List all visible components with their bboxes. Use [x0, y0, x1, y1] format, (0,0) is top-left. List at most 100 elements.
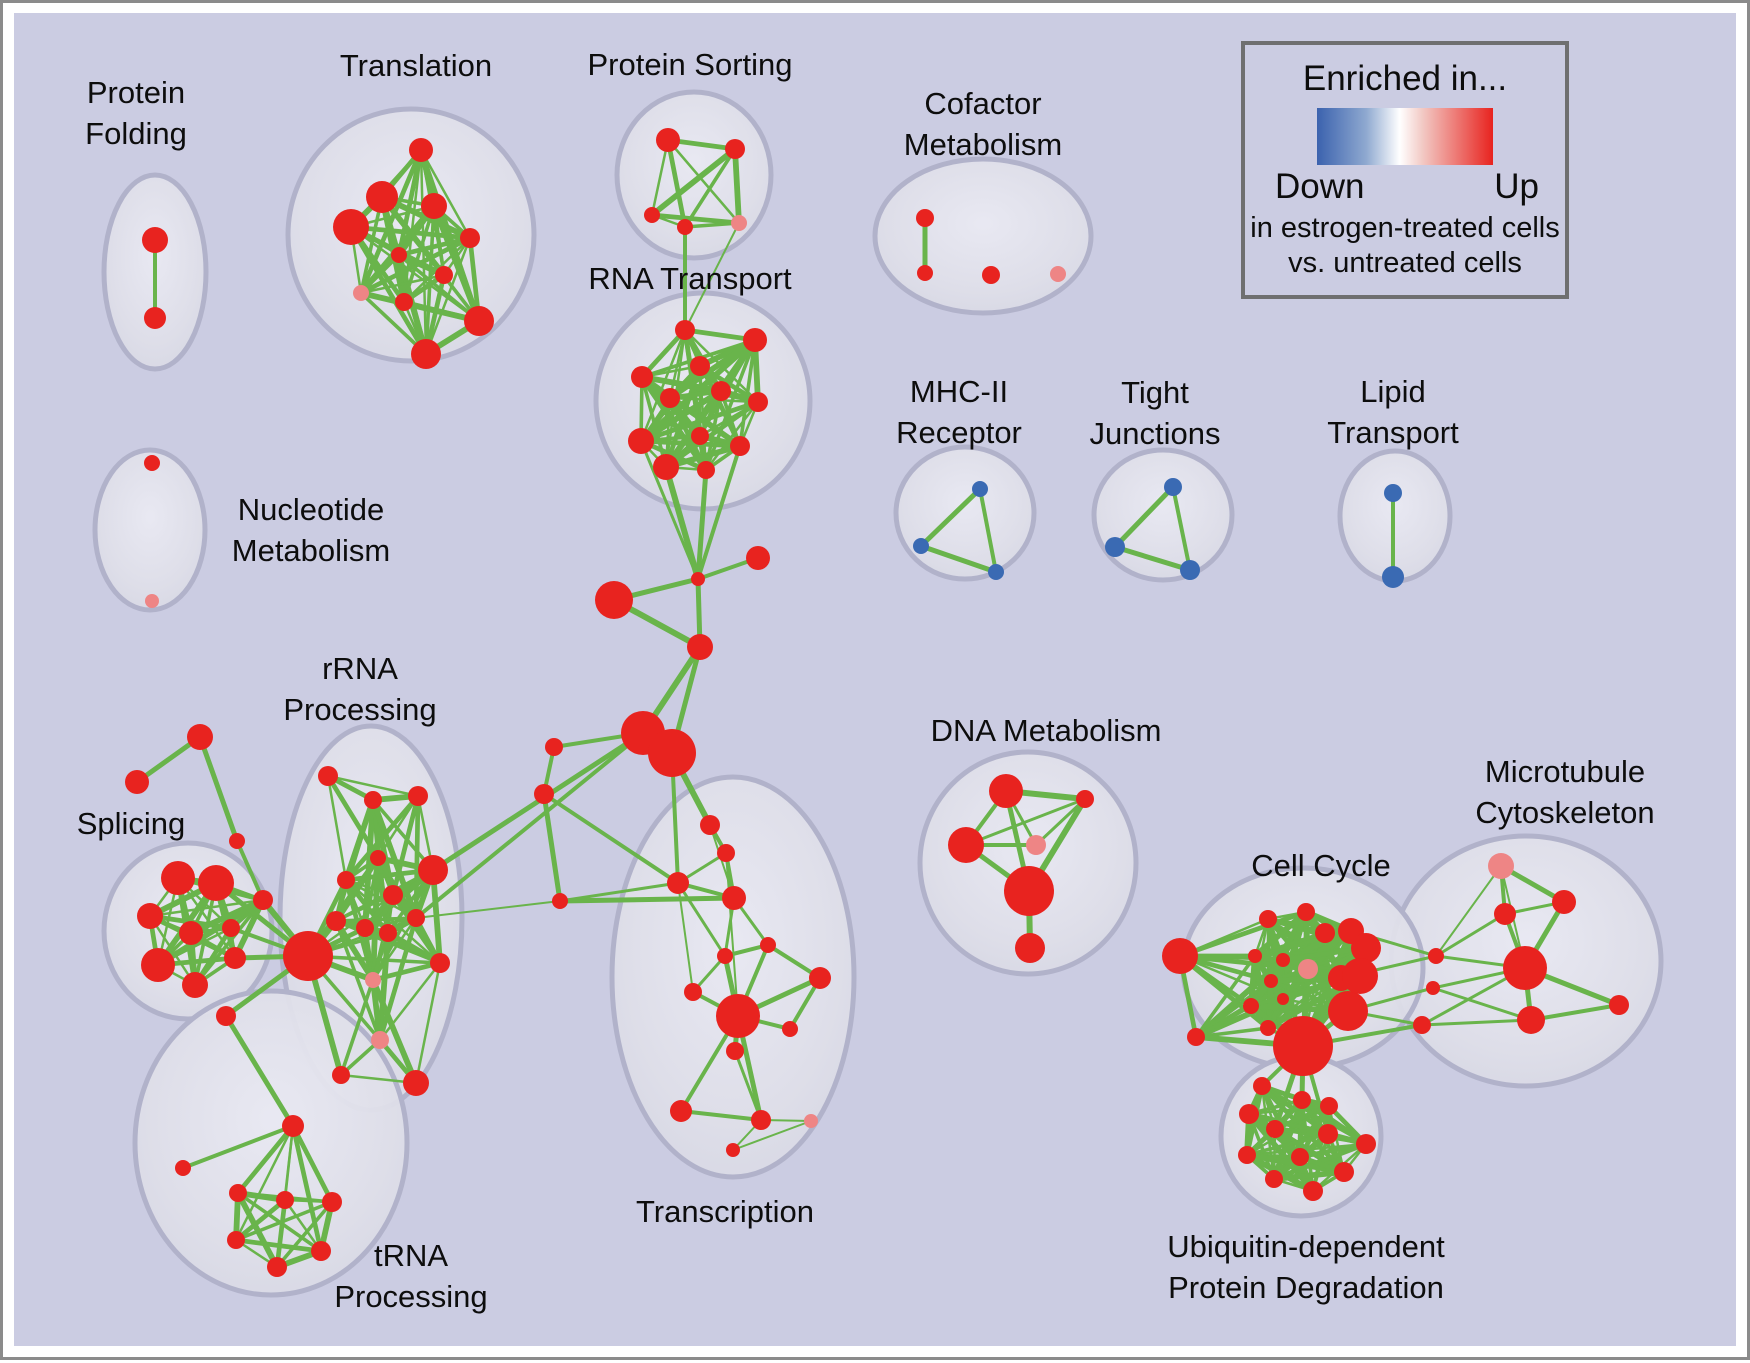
node-translation-9[interactable] — [464, 306, 494, 336]
node-bridge-7[interactable] — [534, 784, 554, 804]
node-rrna-8[interactable] — [356, 919, 374, 937]
node-ps-3[interactable] — [677, 219, 693, 235]
node-trna-5[interactable] — [311, 1241, 331, 1261]
node-tj-0[interactable] — [1164, 478, 1182, 496]
node-translation-2[interactable] — [333, 209, 369, 245]
node-rnat-1[interactable] — [743, 328, 767, 352]
node-splicing-5[interactable] — [253, 890, 273, 910]
node-dna-5[interactable] — [1015, 933, 1045, 963]
node-bridge-6[interactable] — [545, 738, 563, 756]
node-cellcycle-0[interactable] — [1162, 938, 1198, 974]
node-folding-1[interactable] — [144, 307, 166, 329]
node-rrna-16[interactable] — [371, 1031, 389, 1049]
node-trans-12[interactable] — [751, 1110, 771, 1130]
node-translation-1[interactable] — [366, 181, 398, 213]
node-rrna-1[interactable] — [364, 791, 382, 809]
node-cellcycle-7[interactable] — [1248, 949, 1262, 963]
node-cofactor-3[interactable] — [1050, 266, 1066, 282]
node-translation-0[interactable] — [409, 138, 433, 162]
node-rnat-11[interactable] — [697, 461, 715, 479]
node-rnat-6[interactable] — [748, 392, 768, 412]
node-rrna-11[interactable] — [283, 931, 333, 981]
node-cellcycle-4[interactable] — [1315, 923, 1335, 943]
node-rrna-14[interactable] — [403, 1070, 429, 1096]
node-nucleotide-0[interactable] — [144, 455, 160, 471]
node-cofactor-2[interactable] — [982, 266, 1000, 284]
node-nucleotide-1[interactable] — [145, 594, 159, 608]
node-mt-0[interactable] — [1488, 853, 1514, 879]
node-trans-14[interactable] — [726, 1143, 740, 1157]
node-rrna-15[interactable] — [332, 1066, 350, 1084]
node-translation-6[interactable] — [435, 266, 453, 284]
node-ub-7[interactable] — [1238, 1146, 1256, 1164]
node-cellcycle-13[interactable] — [1243, 998, 1259, 1014]
node-trna-1[interactable] — [229, 1184, 247, 1202]
node-cellcycle-2[interactable] — [1259, 910, 1277, 928]
node-ub-11[interactable] — [1303, 1181, 1323, 1201]
node-splicing-0[interactable] — [161, 861, 195, 895]
node-ub-5[interactable] — [1318, 1124, 1338, 1144]
node-rnat-3[interactable] — [631, 366, 653, 388]
node-cellcycle-9[interactable] — [1298, 959, 1318, 979]
node-mt-7[interactable] — [1517, 1006, 1545, 1034]
node-bridge-3[interactable] — [687, 634, 713, 660]
node-ps-2[interactable] — [644, 207, 660, 223]
node-trans-11[interactable] — [670, 1100, 692, 1122]
node-mhc-2[interactable] — [988, 564, 1004, 580]
node-ub-0[interactable] — [1253, 1077, 1271, 1095]
node-cellcycle-14[interactable] — [1328, 991, 1368, 1031]
node-mhc-1[interactable] — [913, 538, 929, 554]
node-dna-4[interactable] — [1004, 866, 1054, 916]
node-splicing-1[interactable] — [198, 865, 234, 901]
node-rnat-10[interactable] — [653, 454, 679, 480]
node-mt-2[interactable] — [1494, 903, 1516, 925]
node-splicing-2[interactable] — [137, 903, 163, 929]
node-translation-7[interactable] — [353, 285, 369, 301]
node-splicing-8[interactable] — [224, 947, 246, 969]
node-ub-8[interactable] — [1291, 1148, 1309, 1166]
node-mt-8[interactable] — [1609, 995, 1629, 1015]
node-rrna-0[interactable] — [318, 766, 338, 786]
node-ub-9[interactable] — [1334, 1162, 1354, 1182]
node-rnat-5[interactable] — [711, 381, 731, 401]
node-ub-2[interactable] — [1320, 1097, 1338, 1115]
node-rrna-10[interactable] — [407, 909, 425, 927]
node-rnat-4[interactable] — [660, 388, 680, 408]
node-bridge-10[interactable] — [125, 770, 149, 794]
node-mhc-0[interactable] — [972, 481, 988, 497]
node-mt-1[interactable] — [1552, 890, 1576, 914]
node-rrna-9[interactable] — [379, 924, 397, 942]
node-trans-3[interactable] — [722, 886, 746, 910]
node-cellcycle-15[interactable] — [1260, 1020, 1276, 1036]
node-trans-1[interactable] — [717, 844, 735, 862]
node-bridge-9[interactable] — [187, 724, 213, 750]
node-bridge-0[interactable] — [691, 572, 705, 586]
node-rnat-8[interactable] — [628, 428, 654, 454]
node-translation-4[interactable] — [460, 228, 480, 248]
node-dna-2[interactable] — [948, 827, 984, 863]
node-mt-3[interactable] — [1503, 946, 1547, 990]
node-trans-8[interactable] — [716, 994, 760, 1038]
node-rrna-13[interactable] — [365, 972, 381, 988]
node-rrna-3[interactable] — [370, 850, 386, 866]
node-bridge-8[interactable] — [552, 893, 568, 909]
node-ub-1[interactable] — [1293, 1091, 1311, 1109]
node-trans-0[interactable] — [700, 815, 720, 835]
node-splicing-3[interactable] — [179, 921, 203, 945]
node-tj-1[interactable] — [1105, 537, 1125, 557]
node-translation-10[interactable] — [411, 339, 441, 369]
node-ps-0[interactable] — [656, 128, 680, 152]
node-rrna-5[interactable] — [418, 855, 448, 885]
node-translation-3[interactable] — [421, 193, 447, 219]
node-cellcycle-8[interactable] — [1276, 953, 1290, 967]
node-trans-9[interactable] — [782, 1021, 798, 1037]
node-rrna-7[interactable] — [326, 911, 346, 931]
node-rnat-0[interactable] — [675, 320, 695, 340]
node-mt-4[interactable] — [1428, 948, 1444, 964]
node-trans-5[interactable] — [760, 937, 776, 953]
node-bridge-2[interactable] — [595, 581, 633, 619]
node-trna-4[interactable] — [227, 1231, 245, 1249]
node-trna-7[interactable] — [175, 1160, 191, 1176]
node-rrna-12[interactable] — [430, 953, 450, 973]
node-splicing-6[interactable] — [141, 948, 175, 982]
